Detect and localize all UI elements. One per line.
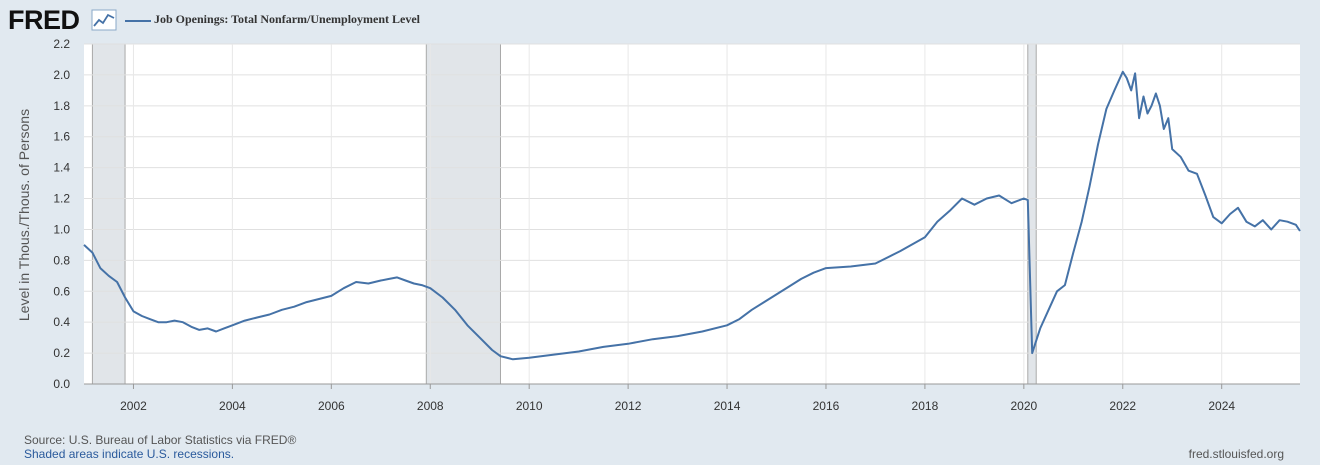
y-tick-label: 1.8 [53,99,70,113]
source-note: Source: U.S. Bureau of Labor Statistics … [24,433,297,447]
x-tick-label: 2014 [714,399,741,413]
x-tick-label: 2018 [912,399,939,413]
y-axis-title: Level in Thous./Thous. of Persons [16,108,32,322]
recession-note[interactable]: Shaded areas indicate U.S. recessions. [24,447,235,461]
x-tick-label: 2020 [1010,399,1037,413]
y-tick-label: 1.2 [53,192,70,206]
x-tick-label: 2008 [417,399,444,413]
y-tick-label: 0.2 [53,346,70,360]
legend-swatch [125,20,151,22]
x-tick-label: 2006 [318,399,345,413]
series-line [83,70,1301,361]
recession-shade [91,43,126,385]
x-tick-label: 2016 [813,399,840,413]
x-tick-label: 2010 [516,399,543,413]
recession-shade [425,43,501,385]
x-tick-label: 2004 [219,399,246,413]
y-tick-label: 1.4 [53,161,70,175]
y-tick-label: 0.8 [53,253,70,267]
y-tick-label: 1.0 [53,222,70,236]
y-tick-label: 0.6 [53,284,70,298]
x-tick-label: 2024 [1208,399,1235,413]
legend-label: Job Openings: Total Nonfarm/Unemployment… [154,12,421,26]
fred-logo[interactable]: FRED [8,5,80,35]
y-tick-label: 0.0 [53,377,70,391]
y-tick-label: 1.6 [53,130,70,144]
x-tick-label: 2022 [1109,399,1136,413]
line-graph-icon [91,9,117,31]
site-url[interactable]: fred.stlouisfed.org [1188,447,1284,461]
y-tick-label: 2.0 [53,68,70,82]
x-tick-label: 2002 [120,399,147,413]
chart: 0.0 0.2 0.4 0.6 0.8 1.0 1.2 1.4 1.6 1.8 2.0 2.2 2002… [53,37,1301,413]
y-tick-label: 0.4 [53,315,70,329]
plot-area [84,44,1300,384]
x-tick-label: 2012 [615,399,642,413]
y-tick-label: 2.2 [53,37,70,51]
